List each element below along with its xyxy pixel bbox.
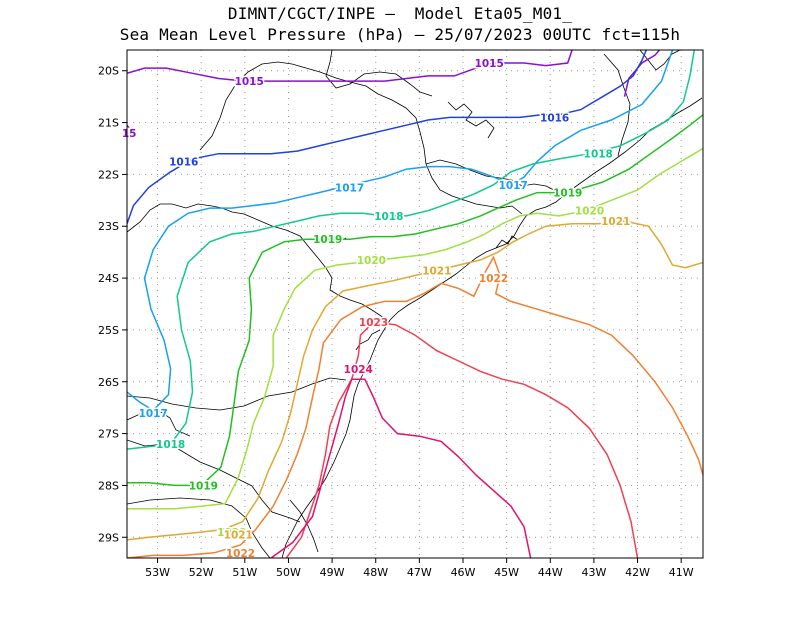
border-mg-rj: [425, 159, 559, 193]
x-tick-label: 43W: [581, 566, 606, 579]
y-tick-label: 25S: [98, 324, 119, 337]
isobar-label-1020: 1020: [575, 206, 604, 218]
x-tick-label: 52W: [189, 566, 214, 579]
x-tick-label: 48W: [363, 566, 388, 579]
y-tick-label: 26S: [98, 376, 119, 389]
border-mg-es: [603, 53, 631, 157]
axis-ticks: 53W 52W 51W 50W 49W 48W 47W 46W 45W 44W 43W 42W 41W 2…: [98, 65, 694, 579]
x-tick-label: 47W: [407, 566, 432, 579]
y-tick-label: 29S: [98, 531, 119, 544]
guanabara-bay: [495, 235, 519, 249]
isobar-label-1019: 1019: [313, 234, 342, 246]
isobar-1019: [127, 114, 703, 487]
isobar-label-1021: 1021: [224, 530, 253, 542]
isobar-label-1019: 1019: [189, 480, 218, 492]
map-frame: [126, 49, 704, 559]
border-ms-sp: [127, 203, 319, 259]
isobar-1021: [127, 220, 703, 541]
isobar-1022: [127, 255, 703, 558]
y-tick-label: 23S: [98, 220, 119, 233]
y-tick-label: 28S: [98, 479, 119, 492]
border-pr-sp: [317, 257, 385, 319]
border-bahia: [639, 50, 681, 71]
isobar-label-1023: 1023: [359, 317, 388, 329]
border-mg-go: [325, 50, 433, 97]
title-line-2: Sea Mean Level Pressure (hPa) – 25/07/20…: [119, 25, 681, 44]
isobar-label-1015: 1015: [475, 58, 504, 70]
y-tick-label: 24S: [98, 272, 119, 285]
border-mg-sp: [199, 61, 523, 215]
x-tick-label: 53W: [145, 566, 170, 579]
isobar-label-1024: 1024: [344, 364, 373, 376]
isobar-label-1022: 1022: [479, 273, 508, 285]
x-tick-label: 45W: [494, 566, 519, 579]
isobar-label-1015: 15: [122, 128, 137, 140]
isobar-label-1020: 1020: [357, 255, 386, 267]
lagoa-patos: [289, 499, 319, 553]
x-tick-label: 44W: [538, 566, 563, 579]
graticule: [127, 50, 703, 558]
isobar-layer: [127, 50, 703, 558]
x-tick-label: 50W: [276, 566, 301, 579]
title-line-1: DIMNT/CGCT/INPE – Model Eta05_M01_: [227, 4, 573, 23]
isobar-1023: [285, 321, 639, 558]
x-tick-label: 51W: [232, 566, 257, 579]
x-tick-label: 46W: [451, 566, 476, 579]
border-uruguay: [127, 497, 271, 558]
y-tick-label: 27S: [98, 428, 119, 441]
x-tick-label: 42W: [625, 566, 650, 579]
x-tick-label: 49W: [320, 566, 345, 579]
isobar-label-1017: 1017: [139, 408, 168, 420]
isobar-label-1018: 1018: [156, 439, 185, 451]
isobar-label-1017: 1017: [335, 182, 364, 194]
isobar-label-1019: 1019: [553, 188, 582, 200]
y-tick-label: 22S: [98, 168, 119, 181]
border-pr-sc: [127, 377, 347, 411]
isobar-label-1015: 1015: [235, 76, 264, 88]
isobar-1020: [127, 147, 703, 510]
y-tick-label: 21S: [98, 117, 119, 130]
y-tick-label: 20S: [98, 65, 119, 78]
isobar-label-1016: 1016: [540, 112, 569, 124]
isobar-label-1018: 1018: [584, 149, 613, 161]
isobar-label-1021: 1021: [601, 216, 630, 228]
isobar-label-1020: 1020: [217, 527, 246, 539]
isobar-1015: [623, 50, 660, 97]
isobar-1024: [270, 378, 532, 558]
isobar-1018: [127, 50, 696, 450]
isobar-1017: [127, 50, 674, 412]
isobar-1015: [127, 50, 573, 82]
isobar-label-1017: 1017: [499, 180, 528, 192]
isobar-label-layer: 1015 1015 15 1016 1016 1017 1017 1017 1018 1018 10…: [120, 56, 631, 561]
isobar-label-1016: 1016: [169, 156, 198, 168]
x-tick-label: 41W: [669, 566, 694, 579]
isobar-1016: [127, 50, 647, 224]
isobar-label-1021: 1021: [422, 265, 451, 277]
border-argentina: [127, 409, 191, 437]
isobar-label-1018: 1018: [374, 211, 403, 223]
reservoir-mg: [447, 101, 495, 139]
